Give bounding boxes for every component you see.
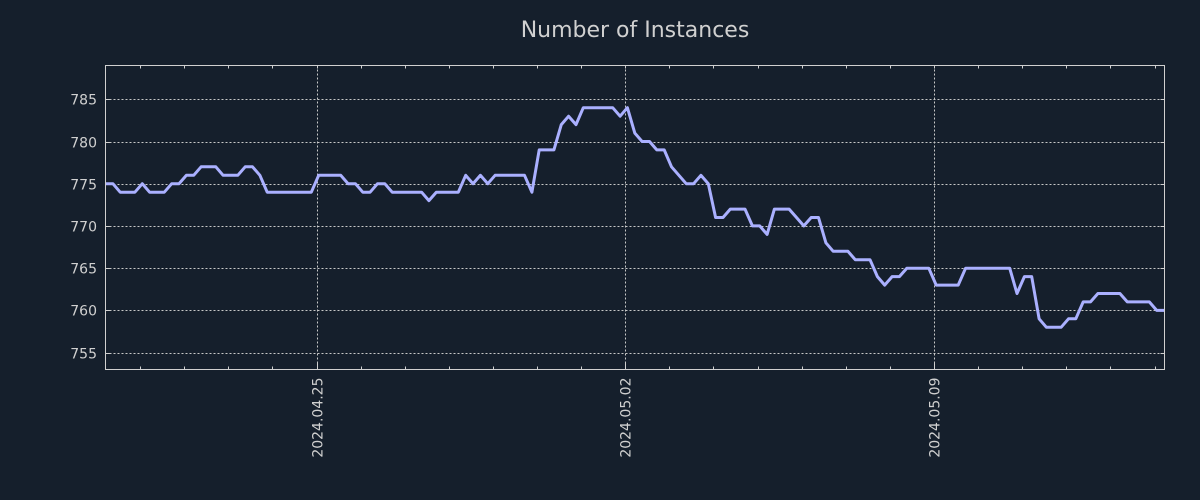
x-tick-label: 2024.05.09 xyxy=(928,378,944,458)
tick-labels: 755 760 765 770 775 780 785 2024.04.25 2024.05.0… xyxy=(70,93,943,458)
y-tick-label: 755 xyxy=(70,347,97,363)
x-tick-label: 2024.04.25 xyxy=(311,378,327,458)
plot-frame xyxy=(105,65,1165,370)
y-tick-label: 780 xyxy=(70,136,97,152)
chart-title: Number of Instances xyxy=(521,18,750,43)
series-layer xyxy=(105,106,1165,329)
y-tick-label: 770 xyxy=(70,220,97,236)
y-tick-label: 775 xyxy=(70,178,97,194)
y-tick-label: 765 xyxy=(70,262,97,278)
y-tick-label: 785 xyxy=(70,93,97,109)
x-tick-label: 2024.05.02 xyxy=(619,378,635,458)
y-tick-label: 760 xyxy=(70,304,97,320)
grid xyxy=(105,65,1165,370)
